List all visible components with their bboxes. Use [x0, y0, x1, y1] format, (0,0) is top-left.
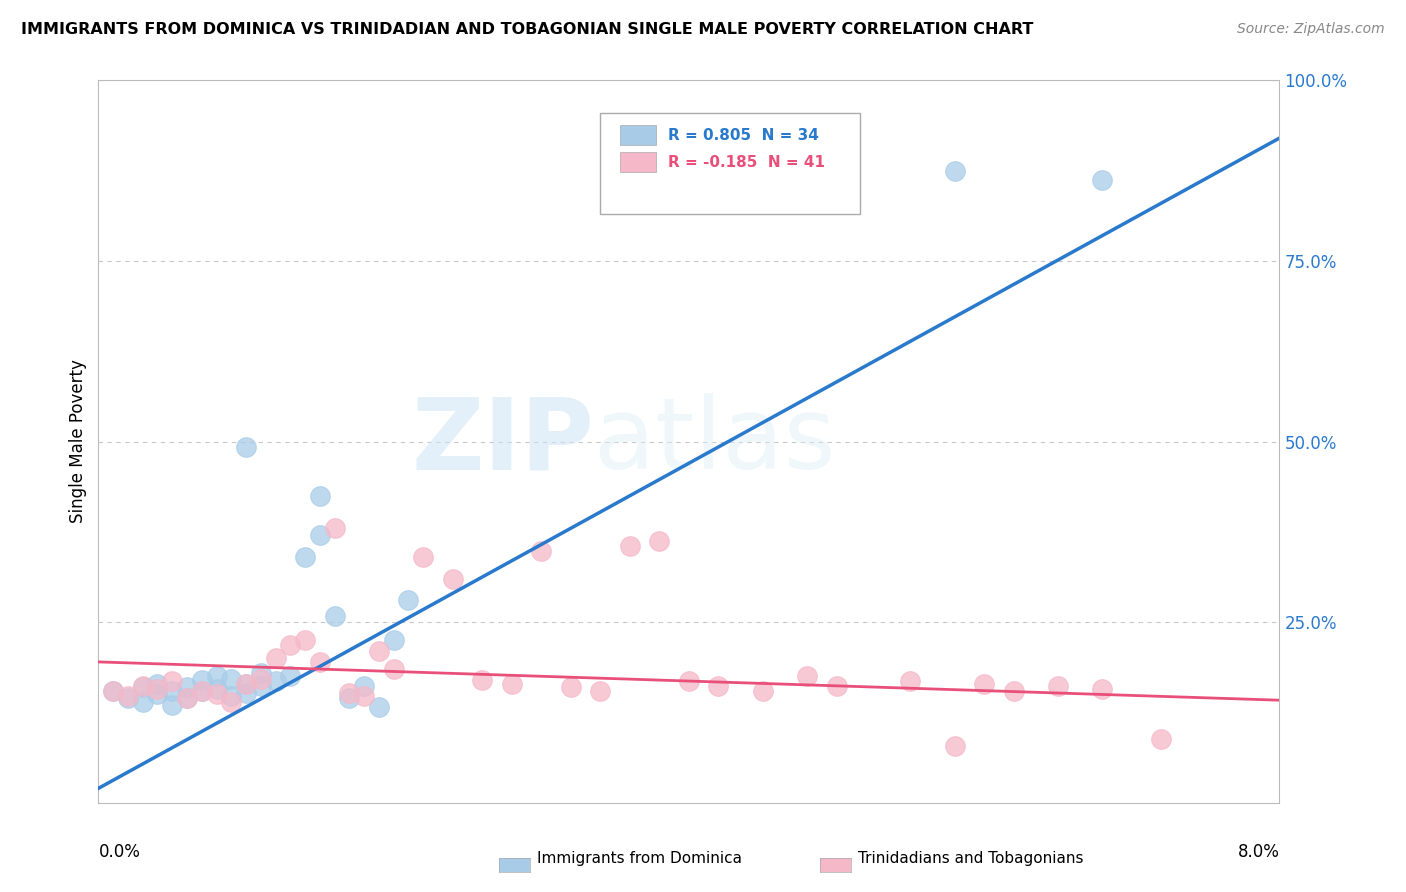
Point [339, 686, 361, 700]
Point [973, 676, 995, 690]
Point [323, 609, 346, 624]
Point [117, 691, 139, 706]
Point [146, 687, 169, 701]
Point [368, 644, 391, 658]
Point [530, 544, 553, 558]
Point [900, 674, 922, 689]
Point [146, 681, 169, 696]
Point [162, 698, 183, 713]
Point [796, 669, 818, 683]
Point [752, 683, 775, 698]
Text: ZIP: ZIP [412, 393, 595, 490]
Point [309, 489, 332, 503]
Point [205, 669, 228, 683]
Point [382, 633, 405, 648]
Point [1150, 732, 1173, 747]
Point [441, 572, 464, 586]
Point [309, 528, 332, 542]
Point [280, 638, 302, 652]
Point [221, 689, 243, 703]
Text: 0.0%: 0.0% [98, 843, 141, 861]
Point [943, 163, 966, 178]
Point [589, 683, 612, 698]
Point [162, 674, 183, 689]
Point [323, 521, 346, 535]
Point [191, 673, 214, 687]
Point [368, 700, 391, 714]
Point [235, 676, 257, 690]
Point [398, 593, 420, 607]
Point [309, 655, 332, 669]
Point [412, 550, 434, 565]
Text: Trinidadians and Tobagonians: Trinidadians and Tobagonians [858, 851, 1083, 865]
Point [294, 550, 316, 565]
Point [264, 674, 287, 689]
Point [648, 534, 671, 549]
Text: R = 0.805  N = 34: R = 0.805 N = 34 [668, 128, 818, 143]
Point [825, 679, 848, 693]
Point [1091, 173, 1114, 187]
Point [235, 440, 257, 454]
Y-axis label: Single Male Poverty: Single Male Poverty [69, 359, 87, 524]
Point [353, 689, 375, 703]
Text: 8.0%: 8.0% [1237, 843, 1279, 861]
Point [191, 683, 214, 698]
Bar [620, 153, 655, 172]
Point [191, 683, 214, 698]
Point [235, 676, 257, 690]
Point [205, 681, 228, 696]
Point [280, 669, 302, 683]
Point [250, 672, 273, 686]
Point [250, 679, 273, 693]
Point [943, 739, 966, 754]
Point [146, 676, 169, 690]
Point [501, 676, 523, 690]
Point [471, 673, 494, 687]
Text: R = -0.185  N = 41: R = -0.185 N = 41 [668, 155, 825, 169]
Point [176, 691, 198, 706]
Text: atlas: atlas [595, 393, 837, 490]
Point [205, 687, 228, 701]
Text: Immigrants from Dominica: Immigrants from Dominica [537, 851, 742, 865]
Point [250, 665, 273, 680]
Point [103, 683, 125, 698]
Point [162, 683, 183, 698]
Point [353, 679, 375, 693]
Point [221, 695, 243, 709]
Point [294, 633, 316, 648]
Text: Source: ZipAtlas.com: Source: ZipAtlas.com [1237, 22, 1385, 37]
Text: IMMIGRANTS FROM DOMINICA VS TRINIDADIAN AND TOBAGONIAN SINGLE MALE POVERTY CORRE: IMMIGRANTS FROM DOMINICA VS TRINIDADIAN … [21, 22, 1033, 37]
Point [176, 691, 198, 706]
Point [132, 695, 155, 709]
Point [1091, 681, 1114, 696]
Point [678, 674, 700, 689]
FancyBboxPatch shape [600, 112, 860, 214]
Point [221, 672, 243, 686]
Point [235, 686, 257, 700]
Point [103, 683, 125, 698]
Point [707, 679, 730, 693]
Point [117, 689, 139, 703]
Point [1002, 683, 1025, 698]
Point [176, 680, 198, 694]
Point [132, 679, 155, 693]
Point [619, 539, 641, 553]
Point [560, 680, 582, 694]
Point [382, 662, 405, 676]
Bar [620, 125, 655, 145]
Point [264, 651, 287, 665]
Point [132, 680, 155, 694]
Point [1046, 679, 1070, 693]
Point [339, 691, 361, 706]
